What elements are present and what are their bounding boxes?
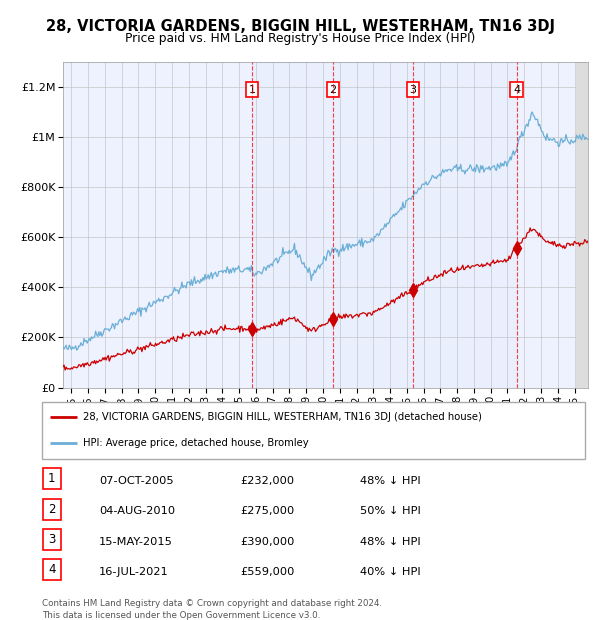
Text: 28, VICTORIA GARDENS, BIGGIN HILL, WESTERHAM, TN16 3DJ: 28, VICTORIA GARDENS, BIGGIN HILL, WESTE… (46, 19, 554, 33)
Text: 1: 1 (48, 472, 56, 485)
FancyBboxPatch shape (42, 402, 585, 459)
Text: 15-MAY-2015: 15-MAY-2015 (99, 537, 173, 547)
Text: 3: 3 (48, 533, 56, 546)
Text: £559,000: £559,000 (240, 567, 295, 577)
Text: 16-JUL-2021: 16-JUL-2021 (99, 567, 169, 577)
Text: £390,000: £390,000 (240, 537, 295, 547)
Bar (252, 62, 517, 388)
Text: 1: 1 (248, 85, 256, 95)
Text: 28, VICTORIA GARDENS, BIGGIN HILL, WESTERHAM, TN16 3DJ (detached house): 28, VICTORIA GARDENS, BIGGIN HILL, WESTE… (83, 412, 482, 422)
Text: 48% ↓ HPI: 48% ↓ HPI (360, 537, 421, 547)
FancyBboxPatch shape (43, 498, 61, 520)
Text: 04-AUG-2010: 04-AUG-2010 (99, 507, 175, 516)
Text: 2: 2 (48, 503, 56, 516)
FancyBboxPatch shape (43, 468, 61, 489)
Text: 2: 2 (329, 85, 337, 95)
Text: Price paid vs. HM Land Registry's House Price Index (HPI): Price paid vs. HM Land Registry's House … (125, 32, 475, 45)
FancyBboxPatch shape (43, 559, 61, 580)
Bar (576, 62, 588, 388)
Text: 4: 4 (513, 85, 520, 95)
Text: 3: 3 (410, 85, 416, 95)
Text: 4: 4 (48, 564, 56, 577)
Text: 50% ↓ HPI: 50% ↓ HPI (360, 507, 421, 516)
Text: £275,000: £275,000 (240, 507, 294, 516)
Text: 07-OCT-2005: 07-OCT-2005 (99, 476, 173, 486)
Text: HPI: Average price, detached house, Bromley: HPI: Average price, detached house, Brom… (83, 438, 308, 448)
Text: Contains HM Land Registry data © Crown copyright and database right 2024.
This d: Contains HM Land Registry data © Crown c… (42, 599, 382, 620)
FancyBboxPatch shape (43, 529, 61, 550)
Text: 48% ↓ HPI: 48% ↓ HPI (360, 476, 421, 486)
Text: £232,000: £232,000 (240, 476, 294, 486)
Text: 40% ↓ HPI: 40% ↓ HPI (360, 567, 421, 577)
